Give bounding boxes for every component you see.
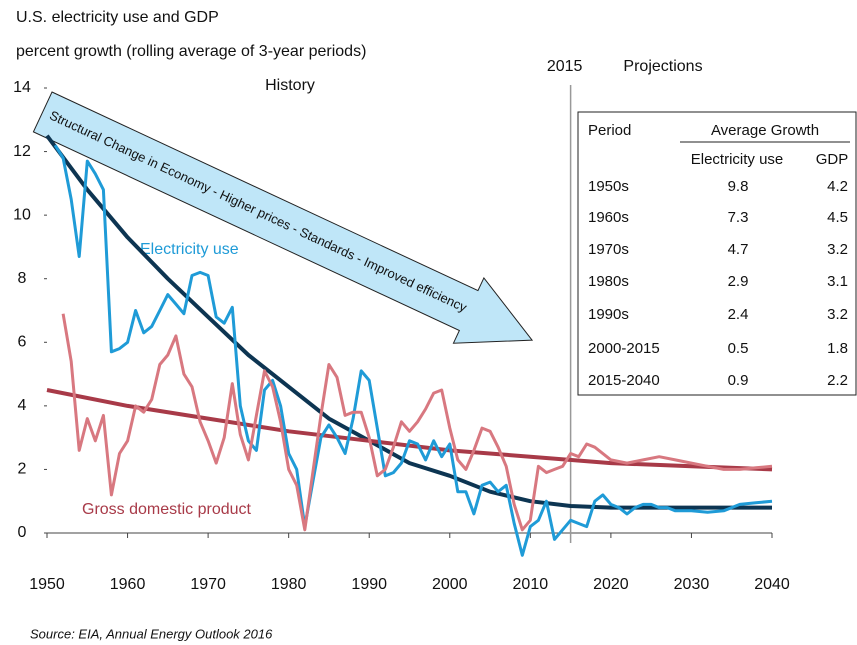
table-header: Period xyxy=(588,122,631,139)
table-cell: 1.8 xyxy=(827,340,848,357)
y-tick-label: 0 xyxy=(18,524,27,541)
table-cell: 4.5 xyxy=(827,209,848,226)
line-series xyxy=(61,313,773,532)
table-cell: 3.1 xyxy=(827,273,848,290)
y-tick-label: 4 xyxy=(18,397,27,414)
x-tick-label: 2010 xyxy=(513,576,549,593)
divider-label: 2015 xyxy=(547,58,583,75)
table-cell: 3.2 xyxy=(827,306,848,323)
arrow-text: Structural Change in Economy - Higher pr… xyxy=(47,108,469,316)
table-cell: 2000-2015 xyxy=(588,340,660,357)
x-tick-label: 2030 xyxy=(674,576,710,593)
table-cell: 2.9 xyxy=(728,273,749,290)
table-cell: 2.2 xyxy=(827,372,848,389)
chart-subtitle: percent growth (rolling average of 3-yea… xyxy=(16,43,366,60)
table-cell: 1970s xyxy=(588,241,629,258)
history-label: History xyxy=(265,77,315,94)
y-tick-label: 8 xyxy=(18,270,27,287)
table-subheader: Electricity use xyxy=(691,151,784,168)
table-subheader: GDP xyxy=(816,151,849,168)
y-tick-label: 14 xyxy=(13,79,31,96)
table-cell: 7.3 xyxy=(728,209,749,226)
projections-label: Projections xyxy=(623,58,702,75)
table-cell: 4.2 xyxy=(827,178,848,195)
table-box xyxy=(577,111,857,396)
x-tick-label: 1980 xyxy=(271,576,307,593)
table-cell: 1950s xyxy=(588,178,629,195)
table-cell: 9.8 xyxy=(728,178,749,195)
table-cell: 0.9 xyxy=(728,372,749,389)
x-tick-label: 1990 xyxy=(351,576,387,593)
series-label: Gross domestic product xyxy=(82,501,252,518)
table-cell: 0.5 xyxy=(728,340,749,357)
arrow-shape xyxy=(32,91,534,344)
x-tick-label: 1950 xyxy=(29,576,65,593)
x-tick-label: 2020 xyxy=(593,576,629,593)
line-series xyxy=(53,144,773,557)
chart-title: U.S. electricity use and GDP xyxy=(16,9,219,26)
x-tick-label: 2000 xyxy=(432,576,468,593)
table-header: Average Growth xyxy=(711,122,819,139)
x-tick-label: 2040 xyxy=(754,576,790,593)
table-cell: 1980s xyxy=(588,273,629,290)
source-note: Source: EIA, Annual Energy Outlook 2016 xyxy=(30,626,273,641)
table-cell: 1960s xyxy=(588,209,629,226)
series-label: Electricity use xyxy=(140,241,239,258)
table-cell: 2.4 xyxy=(728,306,749,323)
y-tick-label: 12 xyxy=(13,143,31,160)
table-cell: 4.7 xyxy=(728,241,749,258)
x-tick-label: 1970 xyxy=(190,576,226,593)
table-cell: 1990s xyxy=(588,306,629,323)
table-cell: 3.2 xyxy=(827,241,848,258)
y-tick-label: 6 xyxy=(18,334,27,351)
x-tick-label: 1960 xyxy=(110,576,146,593)
y-tick-label: 10 xyxy=(13,206,31,223)
y-tick-label: 2 xyxy=(18,461,27,478)
table-cell: 2015-2040 xyxy=(588,372,660,389)
line-series xyxy=(46,388,773,472)
